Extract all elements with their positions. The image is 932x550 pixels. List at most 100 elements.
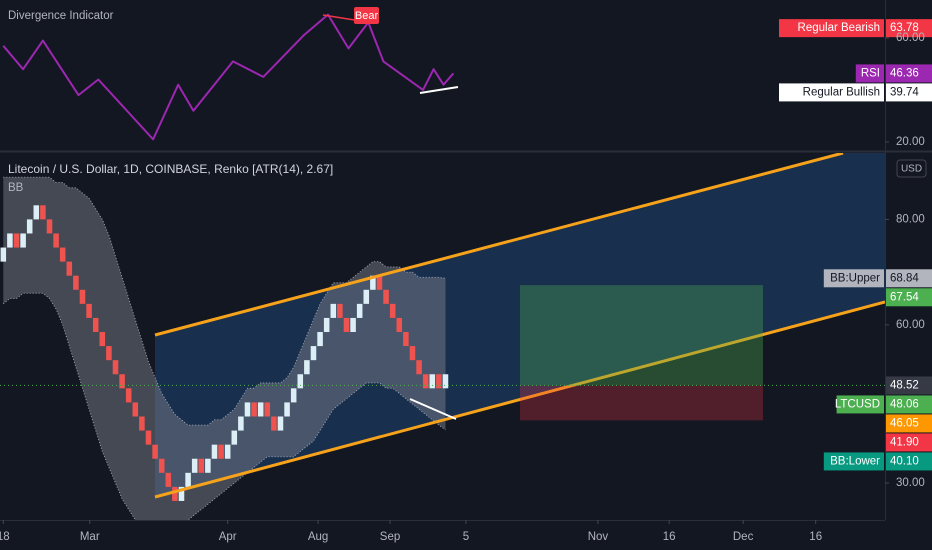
renko-brick — [185, 472, 191, 487]
renko-brick — [125, 388, 132, 403]
x-tick-label: Sep — [380, 531, 400, 543]
indicator-title: Divergence Indicator — [8, 10, 114, 22]
renko-brick — [132, 402, 139, 417]
price-tag-value: 48.52 — [890, 379, 919, 391]
rsi-line — [2, 13, 455, 141]
renko-brick — [139, 416, 145, 431]
renko-brick — [356, 303, 363, 318]
price-tag-value: 46.36 — [890, 67, 919, 79]
renko-brick — [33, 205, 40, 220]
price-tag — [886, 269, 932, 288]
renko-brick — [7, 233, 13, 248]
renko-brick — [403, 332, 409, 347]
price-tag — [886, 433, 932, 452]
x-tick-label: Mar — [80, 531, 100, 543]
renko-brick — [13, 233, 20, 248]
renko-brick — [409, 346, 416, 361]
renko-brick — [73, 275, 79, 290]
renko-brick — [337, 303, 343, 318]
renko-brick — [26, 219, 33, 234]
price-tag — [886, 64, 932, 83]
renko-brick — [145, 430, 152, 445]
renko-brick — [112, 360, 119, 375]
x-tick-label: Nov — [588, 531, 609, 543]
price-tag-label: Regular Bearish — [798, 22, 880, 34]
renko-brick — [350, 317, 356, 333]
renko-brick — [304, 360, 310, 375]
price-tag — [886, 376, 932, 395]
renko-brick — [86, 303, 92, 318]
price-tag — [886, 395, 932, 414]
position-stop — [520, 385, 763, 421]
x-tick-label: 18 — [0, 531, 10, 543]
price-tag-label-box — [836, 395, 884, 414]
price-tag-label: BB:Upper — [830, 272, 880, 284]
price-tag — [886, 83, 932, 102]
renko-brick — [277, 416, 284, 431]
renko-brick — [297, 374, 304, 389]
renko-brick — [264, 402, 271, 417]
renko-brick — [244, 402, 251, 417]
legend-bb: BB — [8, 182, 24, 194]
renko-brick — [40, 205, 46, 220]
price-tag-value: 48.06 — [890, 398, 919, 410]
x-tick-label: 16 — [809, 531, 822, 543]
y-tick-label: 30.00 — [896, 477, 925, 489]
price-tag-label: RSI — [861, 67, 880, 79]
price-tag-label-box — [779, 19, 884, 38]
drawings: 63.78 Regular Bearish 46.36 RSI 39.74 Regular… — [779, 19, 932, 471]
renko-brick — [429, 374, 436, 389]
renko-brick — [224, 444, 231, 459]
renko-brick — [119, 374, 125, 389]
main-pane — [0, 153, 885, 520]
price-tag-label-box — [823, 452, 884, 471]
y-tick-label: 60.00 — [896, 319, 925, 331]
price-tag — [886, 452, 932, 471]
y-tick-label: 20.00 — [896, 136, 925, 148]
annotation: Bear — [355, 10, 379, 22]
price-tag-label: LTCUSD — [835, 398, 880, 410]
price-tag-value: 67.54 — [890, 291, 919, 303]
renko-brick — [389, 303, 396, 318]
price-tag-label-box — [779, 83, 884, 102]
price-tag-label-box — [823, 269, 884, 288]
renko-brick — [323, 317, 330, 333]
divergence-line — [409, 398, 457, 420]
renko-brick — [317, 332, 323, 347]
currency-box — [896, 159, 927, 178]
renko-brick — [363, 289, 370, 304]
renko-brick — [271, 416, 277, 431]
renko-brick — [99, 332, 106, 347]
position-target — [520, 285, 763, 386]
renko-brick — [284, 402, 290, 417]
renko-brick — [343, 317, 350, 333]
renko-brick — [165, 472, 172, 487]
price-tag — [886, 414, 932, 433]
bb-upper — [3, 176, 446, 426]
renko-brick — [59, 247, 66, 262]
price-tag-value: 68.84 — [890, 272, 919, 284]
y-tick-label: 60.00 — [896, 32, 925, 44]
renko-brick — [79, 289, 86, 304]
y-tick-label: 80.00 — [896, 213, 925, 225]
renko-brick — [152, 444, 158, 459]
renko-brick — [198, 458, 205, 473]
renko-brick — [231, 430, 238, 445]
annotation-box — [354, 7, 379, 24]
price-tag-value: 63.78 — [890, 22, 919, 34]
renko-brick — [53, 233, 59, 248]
renko-brick — [396, 317, 403, 333]
renko-brick — [376, 275, 383, 290]
bb-lower — [2, 292, 446, 520]
bullish-divergence — [419, 86, 459, 94]
price-tag-label: Regular Bullish — [803, 86, 880, 98]
bb-fill — [3, 177, 446, 520]
channel-lower — [154, 300, 885, 499]
renko-brick — [191, 458, 198, 473]
renko-brick — [0, 247, 7, 262]
x-tick-label: Apr — [219, 531, 237, 543]
renko-brick — [211, 444, 218, 459]
price-tag-label: BB:Lower — [830, 455, 880, 467]
renko-brick — [422, 374, 429, 389]
